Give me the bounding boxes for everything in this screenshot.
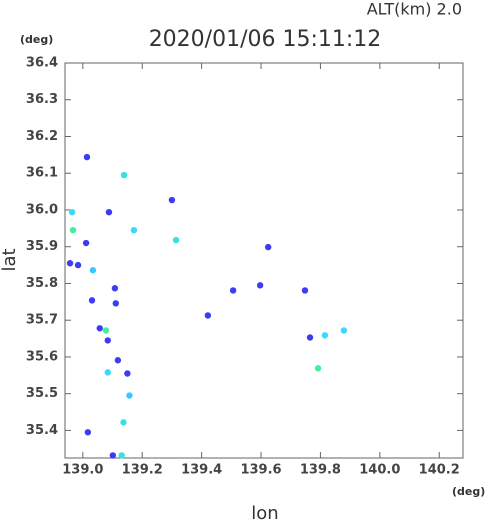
echo-point [301, 287, 309, 294]
echo-point [112, 300, 119, 307]
echo-point [114, 357, 122, 364]
y-tick-label: 36.0 [26, 202, 58, 217]
echo-point [321, 332, 329, 339]
echo-point [340, 327, 348, 334]
echo-point [204, 312, 212, 319]
x-tick-label: 139.8 [300, 463, 341, 478]
echo-point [66, 260, 74, 267]
y-tick-label: 35.7 [26, 313, 58, 328]
echo-point [89, 267, 97, 274]
x-axis-title: lon [251, 503, 278, 521]
echo-point [126, 392, 133, 399]
x-unit: (deg) [452, 485, 485, 498]
echo-point [120, 171, 128, 179]
y-unit: (deg) [20, 33, 53, 46]
y-tick-label: 35.6 [26, 349, 58, 364]
echo-point [120, 419, 127, 426]
echo-point [96, 325, 103, 332]
echo-point [118, 452, 125, 459]
echo-point [168, 196, 176, 204]
echo-point [104, 337, 111, 344]
x-tick-label: 139.0 [62, 463, 103, 478]
echo-point [88, 297, 96, 304]
plot-frame [64, 62, 464, 459]
echo-point [105, 208, 113, 216]
y-tick-label: 36.3 [26, 92, 58, 107]
echo-point [68, 208, 76, 216]
altitude-label: ALT(km) 2.0 [367, 0, 462, 19]
y-tick-label: 36.4 [26, 56, 58, 71]
y-tick-label: 35.4 [26, 423, 58, 438]
y-tick-label: 35.5 [26, 386, 58, 401]
echo-point [69, 226, 77, 234]
echo-point [83, 153, 91, 161]
y-axis-title: lat [0, 248, 20, 271]
echo-point [102, 327, 110, 334]
echo-point [104, 369, 111, 376]
echo-point [124, 370, 131, 377]
echo-point [172, 236, 180, 244]
x-tick-label: 139.6 [240, 463, 281, 478]
x-tick-label: 139.4 [181, 463, 222, 478]
echo-point [84, 429, 92, 436]
y-tick-label: 35.8 [26, 276, 58, 291]
echo-point [229, 287, 237, 294]
echo-point [264, 243, 272, 251]
x-tick-label: 140.2 [419, 463, 460, 478]
echo-point [111, 285, 119, 292]
echo-point [82, 239, 90, 247]
echo-point [256, 282, 264, 289]
echo-point [109, 452, 117, 459]
chart-title: 2020/01/06 15:11:12 [149, 27, 382, 52]
y-tick-label: 36.1 [26, 166, 58, 181]
echo-point [306, 334, 314, 341]
y-tick-label: 36.2 [26, 129, 58, 144]
x-tick-label: 139.2 [122, 463, 163, 478]
x-tick-label: 140.0 [359, 463, 400, 478]
echo-point [314, 365, 322, 372]
y-tick-label: 35.9 [26, 239, 58, 254]
echo-point [74, 261, 82, 269]
echo-point [130, 226, 138, 234]
